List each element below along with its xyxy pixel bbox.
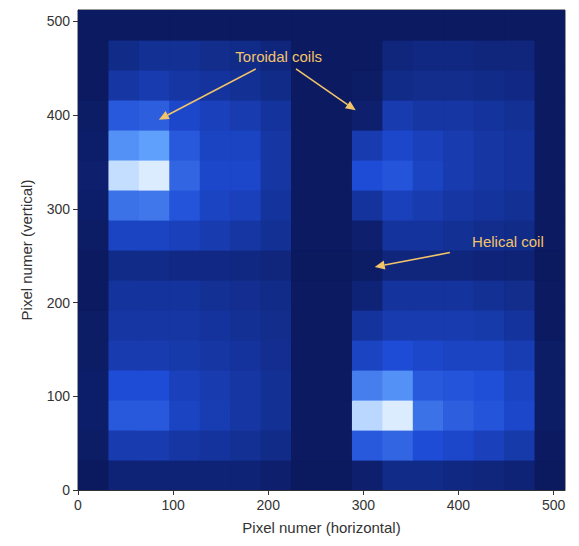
svg-text:400: 400 [447, 497, 471, 513]
svg-text:400: 400 [47, 107, 71, 123]
svg-text:300: 300 [352, 497, 376, 513]
svg-text:200: 200 [257, 497, 281, 513]
svg-text:500: 500 [542, 497, 566, 513]
svg-text:100: 100 [161, 497, 185, 513]
svg-text:500: 500 [47, 13, 71, 29]
svg-text:Pixel numer (horizontal): Pixel numer (horizontal) [242, 519, 400, 536]
svg-text:Helical coil: Helical coil [472, 233, 544, 250]
svg-text:Pixel numer (vertical): Pixel numer (vertical) [18, 180, 35, 321]
svg-text:300: 300 [47, 201, 71, 217]
svg-text:0: 0 [74, 497, 82, 513]
svg-text:200: 200 [47, 295, 71, 311]
svg-text:0: 0 [62, 482, 70, 498]
svg-text:Toroidal coils: Toroidal coils [235, 48, 322, 65]
svg-text:100: 100 [47, 388, 71, 404]
